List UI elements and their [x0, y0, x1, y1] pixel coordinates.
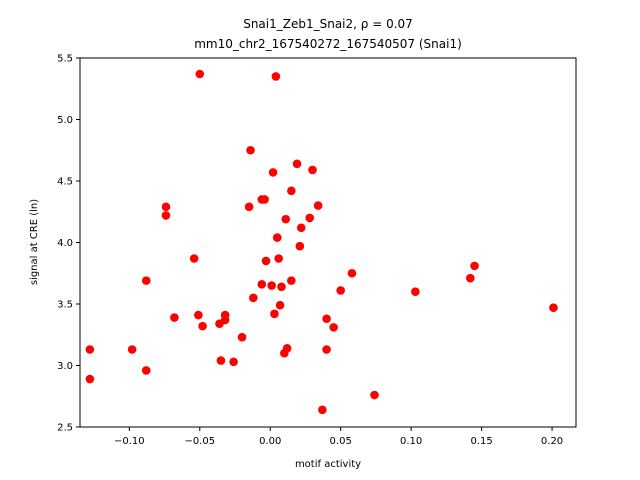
data-point	[257, 280, 267, 289]
chart-title-line1: Snai1_Zeb1_Snai2, ρ = 0.07	[243, 17, 413, 31]
data-point	[237, 332, 247, 342]
data-point	[282, 343, 292, 353]
data-point	[470, 261, 479, 271]
data-point	[313, 201, 323, 210]
data-point	[549, 303, 558, 312]
x-tick-label: 0.00	[259, 436, 281, 447]
x-axis: −0.10 −0.05 0.00 0.05 0.10 0.15 0.20	[114, 427, 563, 447]
x-axis-label: motif activity	[295, 459, 361, 470]
data-point	[318, 405, 327, 415]
data-point	[267, 281, 276, 290]
data-point	[195, 69, 205, 79]
data-point	[322, 314, 331, 324]
data-point	[249, 293, 258, 303]
data-point	[295, 241, 305, 251]
x-tick-label: 0.05	[330, 436, 352, 447]
x-tick-label: 0.10	[400, 436, 422, 447]
data-point	[329, 323, 338, 332]
y-tick-label: 4.5	[57, 177, 73, 188]
data-point	[277, 282, 286, 292]
data-point	[272, 233, 282, 242]
data-point	[261, 256, 271, 266]
data-point	[198, 321, 207, 331]
y-tick-label: 2.5	[57, 423, 73, 434]
data-point	[244, 202, 254, 212]
data-point	[194, 310, 203, 320]
y-axis: 2.5 3.0 3.5 4.0 4.5 5.0 5.5	[57, 54, 80, 434]
y-tick-label: 4.0	[57, 238, 73, 249]
y-tick-label: 3.0	[57, 361, 73, 372]
data-point	[161, 202, 171, 212]
y-tick-label: 5.0	[57, 115, 73, 126]
data-point	[220, 310, 230, 320]
x-tick-label: 0.20	[541, 436, 563, 447]
data-point	[296, 223, 306, 233]
data-point	[305, 213, 314, 223]
data-point	[347, 268, 357, 278]
data-point	[229, 357, 238, 367]
data-point	[281, 214, 291, 224]
data-point	[308, 165, 317, 175]
data-point	[275, 300, 285, 310]
data-point	[411, 287, 420, 297]
data-point	[274, 254, 283, 263]
x-tick-label: 0.15	[470, 436, 492, 447]
x-tick-label: −0.10	[114, 436, 145, 447]
data-point	[141, 366, 151, 375]
data-point	[216, 356, 226, 365]
y-tick-label: 5.5	[57, 54, 73, 65]
y-axis-label: signal at CRE (ln)	[29, 199, 40, 285]
x-tick-label: −0.05	[184, 436, 215, 447]
chart-title-line2: mm10_chr2_167540272_167540507 (Snai1)	[194, 37, 462, 51]
data-points	[85, 69, 558, 415]
data-point	[466, 273, 475, 283]
data-point	[161, 211, 171, 220]
data-point	[127, 345, 137, 354]
data-point	[268, 168, 278, 177]
data-point	[170, 313, 179, 322]
data-point	[370, 390, 379, 400]
data-point	[260, 195, 269, 204]
data-point	[336, 286, 345, 295]
data-point	[141, 276, 151, 285]
data-point	[271, 72, 281, 81]
data-point	[85, 345, 95, 354]
data-point	[246, 145, 255, 155]
y-tick-label: 3.5	[57, 300, 73, 311]
data-point	[85, 374, 95, 384]
data-point	[270, 309, 279, 319]
data-point	[292, 159, 302, 169]
data-point	[189, 254, 199, 263]
data-point	[322, 345, 331, 354]
data-point	[287, 276, 296, 285]
data-point	[287, 186, 296, 196]
